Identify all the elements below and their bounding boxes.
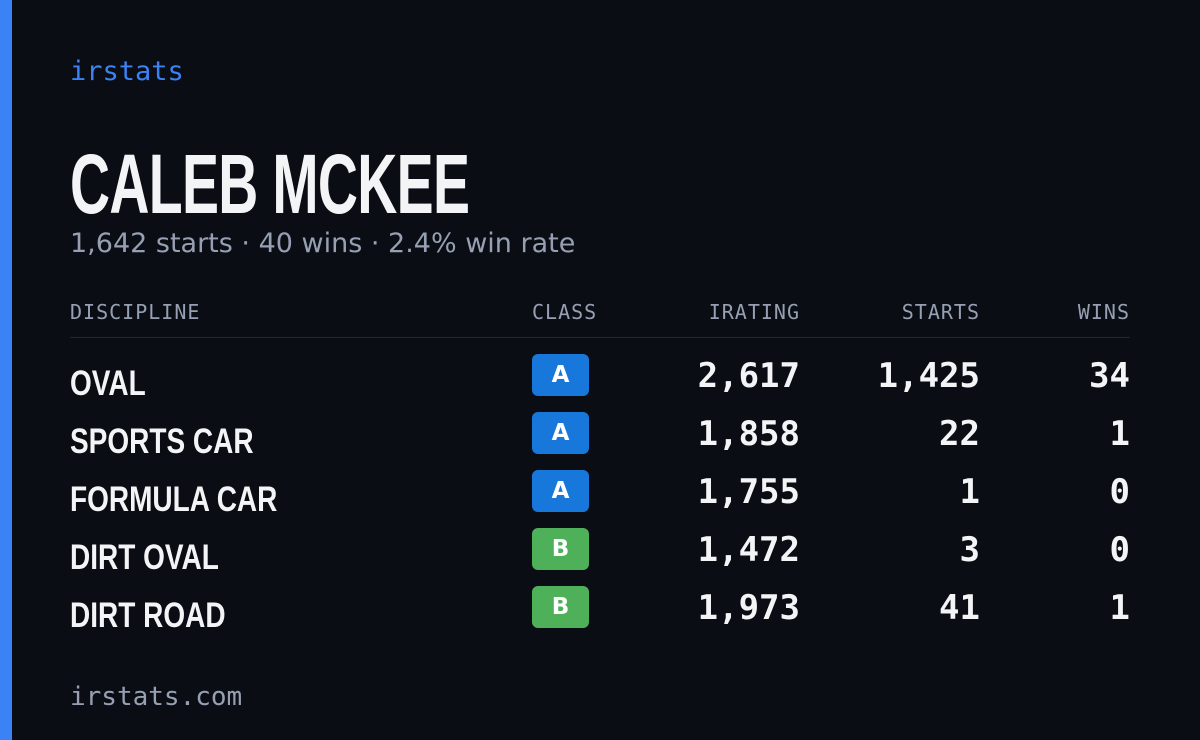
- stat-value: 1: [1109, 414, 1130, 454]
- stat-value: 1: [959, 472, 980, 512]
- discipline: SPORTS CAR: [70, 422, 254, 461]
- stat-value: 1,425: [877, 356, 980, 396]
- class-badge: A: [532, 354, 589, 396]
- discipline: DIRT OVAL: [70, 538, 219, 577]
- header-rule: [70, 337, 1130, 338]
- class-badge: B: [532, 528, 589, 570]
- stat-value: 2,617: [697, 356, 800, 396]
- column-header: IRATING: [708, 300, 800, 324]
- summary: 1,642 starts · 40 wins · 2.4% win rate: [70, 228, 576, 259]
- stat-value: 1,472: [697, 530, 800, 570]
- column-header: STARTS: [901, 300, 980, 324]
- class-badge: A: [532, 470, 589, 512]
- stat-value: 1,973: [697, 588, 800, 628]
- stat-value: 41: [939, 588, 980, 628]
- stat-value: 34: [1089, 356, 1130, 396]
- class-badge: A: [532, 412, 589, 454]
- discipline: DIRT ROAD: [70, 596, 226, 635]
- class-badge: B: [532, 586, 589, 628]
- brand: irstats: [70, 56, 184, 87]
- footer-url: irstats.com: [70, 682, 243, 712]
- discipline: OVAL: [70, 364, 146, 403]
- discipline: FORMULA CAR: [70, 480, 278, 519]
- column-header: WINS: [1077, 300, 1130, 324]
- stat-value: 1: [1109, 588, 1130, 628]
- stat-value: 3: [959, 530, 980, 570]
- stat-value: 1,755: [697, 472, 800, 512]
- stat-value: 0: [1109, 530, 1130, 570]
- stat-value: 0: [1109, 472, 1130, 512]
- accent-bar: [0, 0, 12, 740]
- stat-value: 22: [939, 414, 980, 454]
- column-header: CLASS: [532, 300, 598, 324]
- column-header: DISCIPLINE: [70, 300, 201, 324]
- stat-value: 1,858: [697, 414, 800, 454]
- driver-name: CALEB MCKEE: [70, 137, 470, 231]
